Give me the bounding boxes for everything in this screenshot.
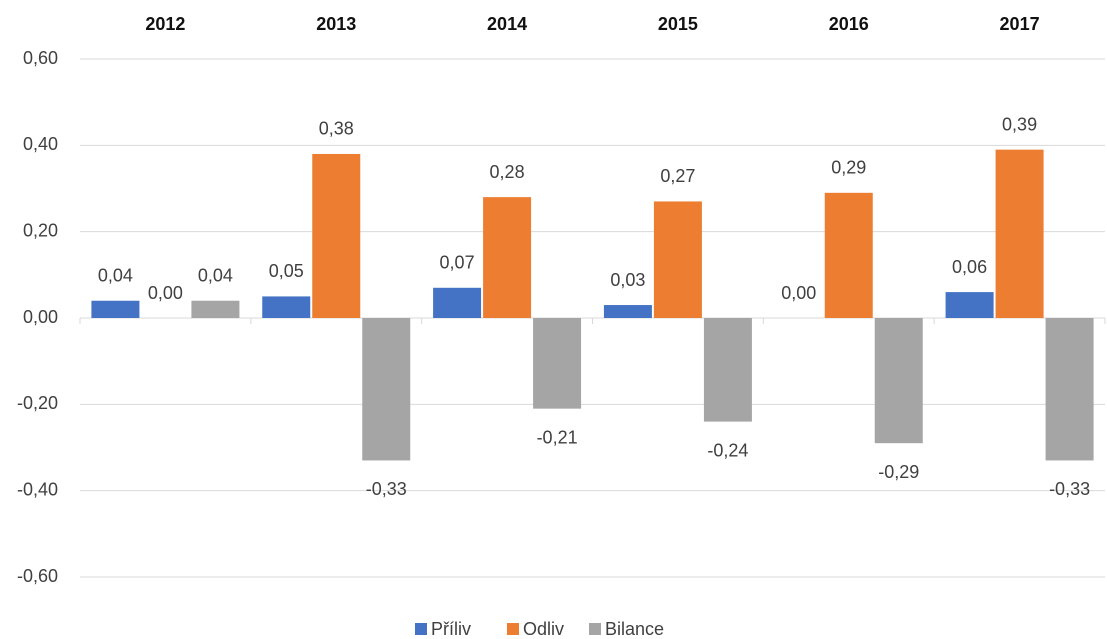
bar xyxy=(653,201,702,318)
data-label: 0,06 xyxy=(952,257,987,277)
data-label: -0,24 xyxy=(707,440,748,460)
data-label: 0,29 xyxy=(831,158,866,178)
x-tick-label: 2012 xyxy=(145,14,185,34)
bar xyxy=(433,287,482,318)
legend-label: Bilance xyxy=(605,619,664,639)
y-tick-label: 0,20 xyxy=(23,220,58,240)
data-label: 0,00 xyxy=(148,283,183,303)
y-tick-label: -0,40 xyxy=(17,479,58,499)
bar xyxy=(703,318,752,422)
data-label: 0,03 xyxy=(610,270,645,290)
bar xyxy=(1045,318,1094,461)
legend-swatch xyxy=(415,623,427,635)
x-tick-label: 2015 xyxy=(658,14,698,34)
legend-swatch xyxy=(589,623,601,635)
data-label: -0,33 xyxy=(366,479,407,499)
x-tick-label: 2016 xyxy=(829,14,869,34)
data-label: -0,29 xyxy=(878,462,919,482)
x-tick-label: 2013 xyxy=(316,14,356,34)
legend-swatch xyxy=(507,623,519,635)
data-label: 0,28 xyxy=(490,162,525,182)
data-label: -0,33 xyxy=(1049,479,1090,499)
bar xyxy=(483,197,532,318)
data-label: 0,04 xyxy=(98,265,133,285)
data-label: 0,38 xyxy=(319,119,354,139)
bar xyxy=(824,192,873,318)
x-tick-label: 2014 xyxy=(487,14,527,34)
bar xyxy=(874,318,923,444)
legend-label: Příliv xyxy=(431,619,471,639)
data-label: 0,27 xyxy=(660,166,695,186)
data-label: 0,05 xyxy=(269,261,304,281)
data-label: 0,00 xyxy=(781,283,816,303)
bar xyxy=(91,300,140,318)
bar xyxy=(533,318,582,409)
data-label: 0,04 xyxy=(198,265,233,285)
y-tick-label: 0,00 xyxy=(23,307,58,327)
bar xyxy=(191,300,240,318)
data-label: 0,07 xyxy=(440,253,475,273)
bar xyxy=(312,153,361,318)
y-tick-label: 0,60 xyxy=(23,48,58,68)
legend-label: Odliv xyxy=(523,619,564,639)
bar xyxy=(945,292,994,318)
bar xyxy=(995,149,1044,318)
bar xyxy=(603,305,652,318)
y-tick-label: -0,60 xyxy=(17,566,58,586)
bar xyxy=(262,296,311,318)
y-tick-label: 0,40 xyxy=(23,134,58,154)
data-label: -0,21 xyxy=(537,427,578,447)
x-tick-label: 2017 xyxy=(1000,14,1040,34)
y-tick-label: -0,20 xyxy=(17,393,58,413)
data-label: 0,39 xyxy=(1002,114,1037,134)
bar xyxy=(362,318,411,461)
